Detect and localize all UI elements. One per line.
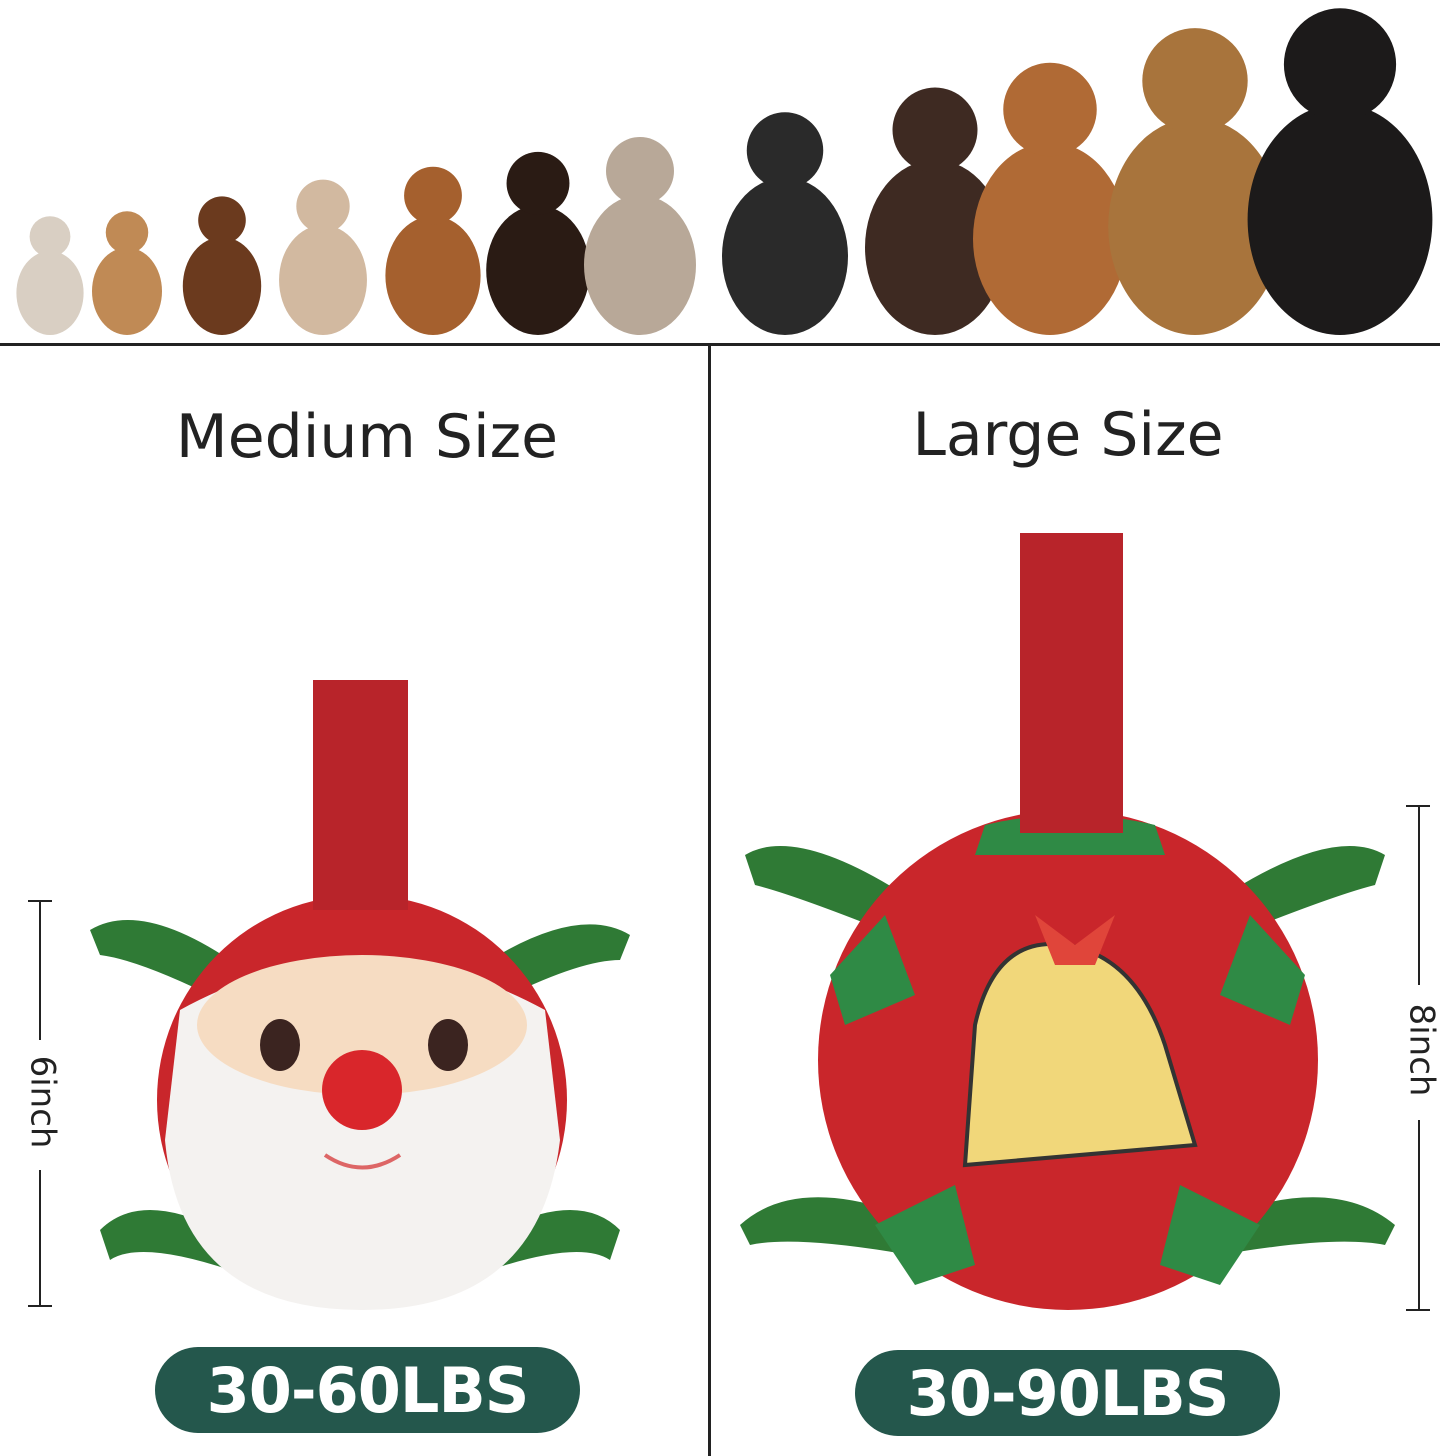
dog-icon	[182, 196, 262, 335]
dimension-tick	[1406, 805, 1430, 807]
dog-icon	[722, 112, 848, 335]
dog-icon	[865, 87, 1005, 335]
horizontal-divider	[0, 343, 1440, 346]
medium-dimension-label: 6inch	[22, 1055, 63, 1149]
bell-ball-image	[740, 533, 1395, 1310]
dog-icon	[1108, 28, 1282, 335]
dog-icon	[279, 179, 367, 335]
medium-weight-badge: 30-60LBS	[155, 1347, 580, 1433]
dog-size-lineup	[16, 8, 1433, 335]
dimension-tick	[1406, 1309, 1430, 1311]
dog-icon	[973, 62, 1127, 335]
medium-size-title: Medium Size	[175, 402, 559, 472]
dimension-tick	[28, 1305, 52, 1307]
large-dimension-label: 8inch	[1401, 1003, 1442, 1097]
dog-icon	[1247, 8, 1433, 335]
dimension-label-bg	[22, 1040, 62, 1170]
large-weight-badge: 30-90LBS	[855, 1350, 1280, 1436]
dog-icon	[584, 137, 696, 335]
dog-icon	[16, 216, 84, 335]
dog-icon	[486, 151, 590, 335]
dog-icon	[385, 166, 481, 335]
vertical-divider	[708, 345, 711, 1456]
dimension-tick	[28, 900, 52, 902]
large-size-title: Large Size	[912, 400, 1224, 470]
dimension-label-bg	[1400, 985, 1440, 1120]
santa-ball-image	[90, 680, 630, 1310]
dog-icon	[92, 211, 162, 335]
